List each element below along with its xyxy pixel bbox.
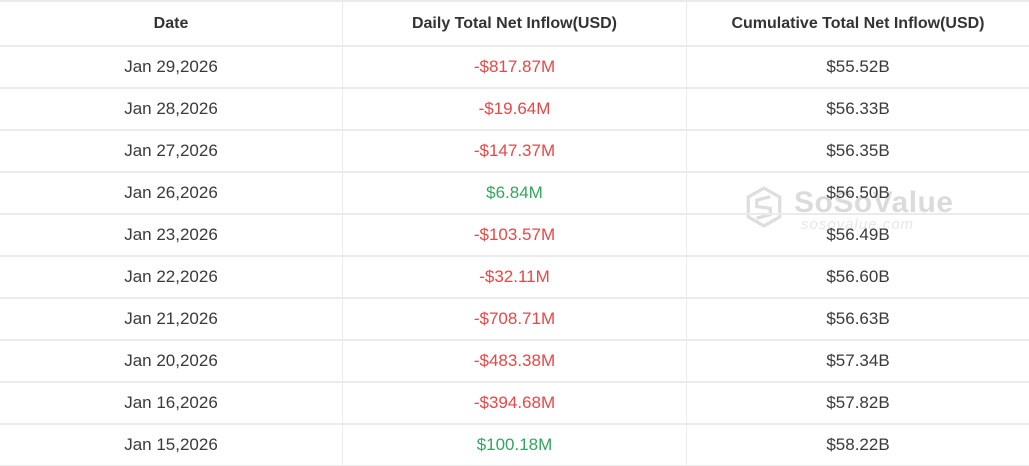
date-cell: Jan 22,2026 — [124, 267, 218, 286]
date-cell: Jan 26,2026 — [124, 183, 218, 202]
table-row: Jan 20,2026 -$483.38M $57.34B — [0, 341, 1029, 383]
daily-net-inflow-cell: -$32.11M — [342, 257, 686, 297]
cumulative-net-inflow-cell: $56.50B — [686, 173, 1029, 213]
cumulative-net-inflow-cell: $56.35B — [686, 131, 1029, 171]
cumulative-net-inflow-cell: $58.22B — [686, 425, 1029, 465]
cumulative-net-inflow-cell: $56.63B — [686, 299, 1029, 339]
date-cell: Jan 28,2026 — [124, 99, 218, 118]
daily-net-inflow-cell: -$103.57M — [342, 215, 686, 255]
cumulative-net-inflow-cell: $55.52B — [686, 47, 1029, 87]
table-row: Jan 27,2026 -$147.37M $56.35B — [0, 131, 1029, 173]
date-cell: Jan 29,2026 — [124, 57, 218, 76]
date-cell: Jan 21,2026 — [124, 309, 218, 328]
table-row: Jan 23,2026 -$103.57M $56.49B — [0, 215, 1029, 257]
cumulative-net-inflow-cell: $57.82B — [686, 383, 1029, 423]
cumulative-net-inflow-cell: $57.34B — [686, 341, 1029, 381]
table-row: Jan 21,2026 -$708.71M $56.63B — [0, 299, 1029, 341]
daily-net-inflow-cell: -$817.87M — [342, 47, 686, 87]
daily-net-inflow-cell: -$708.71M — [342, 299, 686, 339]
table-row: Jan 29,2026 -$817.87M $55.52B — [0, 47, 1029, 89]
table-row: Jan 26,2026 $6.84M $56.50B — [0, 173, 1029, 215]
date-cell: Jan 16,2026 — [124, 393, 218, 412]
daily-net-inflow-cell: -$19.64M — [342, 89, 686, 129]
daily-net-inflow-cell: -$394.68M — [342, 383, 686, 423]
table-row: Jan 22,2026 -$32.11M $56.60B — [0, 257, 1029, 299]
table-row: Jan 16,2026 -$394.68M $57.82B — [0, 383, 1029, 425]
daily-net-inflow-cell: $100.18M — [342, 425, 686, 465]
date-cell: Jan 15,2026 — [124, 435, 218, 454]
cumulative-net-inflow-cell: $56.60B — [686, 257, 1029, 297]
table-row: Jan 28,2026 -$19.64M $56.33B — [0, 89, 1029, 131]
daily-net-inflow-cell: -$147.37M — [342, 131, 686, 171]
cumulative-net-inflow-cell: $56.33B — [686, 89, 1029, 129]
column-header-daily-net-inflow: Daily Total Net Inflow(USD) — [342, 2, 686, 45]
daily-net-inflow-cell: -$483.38M — [342, 341, 686, 381]
table-row: Jan 15,2026 $100.18M $58.22B — [0, 425, 1029, 466]
date-cell: Jan 20,2026 — [124, 351, 218, 370]
cumulative-net-inflow-cell: $56.49B — [686, 215, 1029, 255]
column-header-cumulative-net-inflow: Cumulative Total Net Inflow(USD) — [686, 2, 1029, 45]
daily-net-inflow-cell: $6.84M — [342, 173, 686, 213]
date-cell: Jan 27,2026 — [124, 141, 218, 160]
date-cell: Jan 23,2026 — [124, 225, 218, 244]
table-header-row: Date Daily Total Net Inflow(USD) Cumulat… — [0, 0, 1029, 47]
column-header-date: Date — [153, 14, 189, 32]
